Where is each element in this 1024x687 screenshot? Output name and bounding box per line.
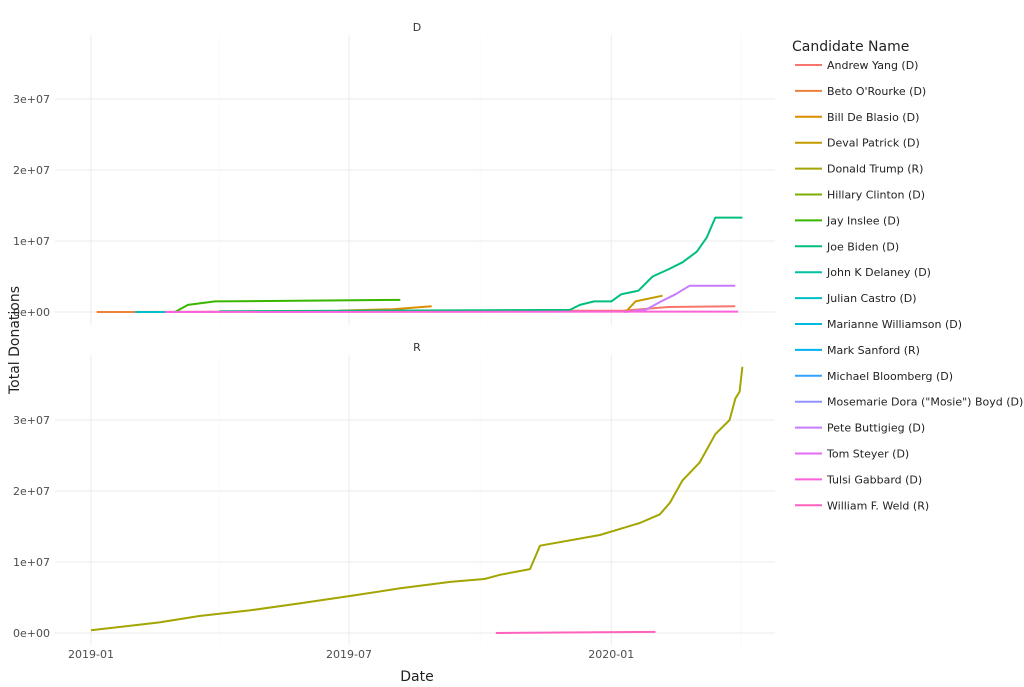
legend-label: Marianne Williamson (D) — [827, 318, 962, 331]
legend-label: Hillary Clinton (D) — [827, 189, 925, 202]
legend-label: Donald Trump (R) — [827, 163, 923, 176]
legend-label: Deval Patrick (D) — [827, 137, 920, 150]
legend-label: Tom Steyer (D) — [826, 448, 909, 461]
legend-label: Joe Biden (D) — [826, 240, 899, 253]
series-line-donald-trump-r- — [91, 367, 742, 630]
series-line-joe-biden-d- — [219, 218, 742, 312]
panel-R: 0e+00 1e+07 2e+07 3e+07 2019-01 2019-07 2020-0… — [13, 355, 775, 661]
x-tick-label: 2019-01 — [68, 648, 114, 661]
legend-item[interactable]: Jay Inslee (D) — [795, 214, 900, 227]
legend-item[interactable]: Tom Steyer (D) — [795, 448, 909, 461]
x-axis-title: Date — [400, 669, 433, 683]
legend-item[interactable]: Mark Sanford (R) — [795, 344, 920, 357]
legend-label: Pete Buttigieg (D) — [827, 422, 925, 435]
y-tick-label: 2e+07 — [13, 485, 50, 498]
legend-label: Beto O'Rourke (D) — [827, 85, 926, 98]
legend-label: Tulsi Gabbard (D) — [826, 473, 922, 486]
legend-item[interactable]: Andrew Yang (D) — [795, 59, 918, 72]
y-tick-label: 3e+07 — [13, 93, 50, 106]
legend-label: Andrew Yang (D) — [827, 59, 918, 72]
y-tick-label: 1e+07 — [13, 556, 50, 569]
facet-label-d: D — [413, 21, 421, 34]
legend-item[interactable]: Hillary Clinton (D) — [795, 189, 925, 202]
legend-item[interactable]: John K Delaney (D) — [795, 266, 931, 279]
legend-item[interactable]: Michael Bloomberg (D) — [795, 370, 953, 383]
y-tick-label: 2e+07 — [13, 164, 50, 177]
legend-item[interactable]: William F. Weld (R) — [795, 499, 929, 512]
x-tick-label: 2020-01 — [588, 648, 634, 661]
legend-label: John K Delaney (D) — [826, 266, 931, 279]
legend-label: Michael Bloomberg (D) — [827, 370, 953, 383]
legend-label: Mark Sanford (R) — [827, 344, 920, 357]
x-tick-label: 2019-07 — [326, 648, 372, 661]
legend-item[interactable]: Pete Buttigieg (D) — [795, 422, 925, 435]
legend-label: Jay Inslee (D) — [826, 214, 900, 227]
legend-label: Mosemarie Dora ("Mosie") Boyd (D) — [827, 396, 1023, 409]
y-tick-label: 0e+00 — [13, 627, 50, 640]
y-axis-title: Total Donations — [7, 286, 23, 395]
legend-item[interactable]: Bill De Blasio (D) — [795, 111, 919, 124]
legend-item[interactable]: Deval Patrick (D) — [795, 137, 920, 150]
legend-item[interactable]: Beto O'Rourke (D) — [795, 85, 926, 98]
legend-item[interactable]: Tulsi Gabbard (D) — [795, 473, 922, 486]
series-line-william-f-weld-r- — [496, 632, 656, 633]
legend-item[interactable]: Donald Trump (R) — [795, 163, 923, 176]
legend: Andrew Yang (D) Beto O'Rourke (D) Bill De … — [795, 59, 1023, 512]
facet-label-r: R — [413, 341, 421, 354]
legend-item[interactable]: Julian Castro (D) — [795, 292, 917, 305]
legend-label: Julian Castro (D) — [826, 292, 917, 305]
y-tick-label: 3e+07 — [13, 414, 50, 427]
legend-label: William F. Weld (R) — [827, 499, 929, 512]
legend-item[interactable]: Marianne Williamson (D) — [795, 318, 962, 331]
legend-label: Bill De Blasio (D) — [827, 111, 919, 124]
legend-title: Candidate Name — [792, 39, 909, 55]
legend-item[interactable]: Joe Biden (D) — [795, 240, 899, 253]
legend-item[interactable]: Mosemarie Dora ("Mosie") Boyd (D) — [795, 396, 1023, 409]
y-tick-label: 1e+07 — [13, 235, 50, 248]
